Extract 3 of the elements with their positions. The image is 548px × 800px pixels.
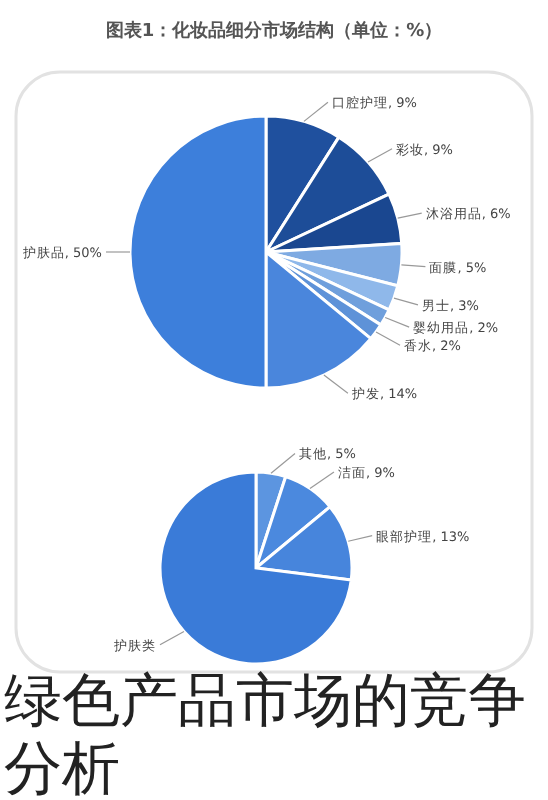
pie-slice xyxy=(158,470,353,666)
text: 绿色产品市场的竞争分析 xyxy=(4,666,526,800)
chart-title: 图表1：化妆品细分市场结构（单位：%） xyxy=(105,20,443,42)
